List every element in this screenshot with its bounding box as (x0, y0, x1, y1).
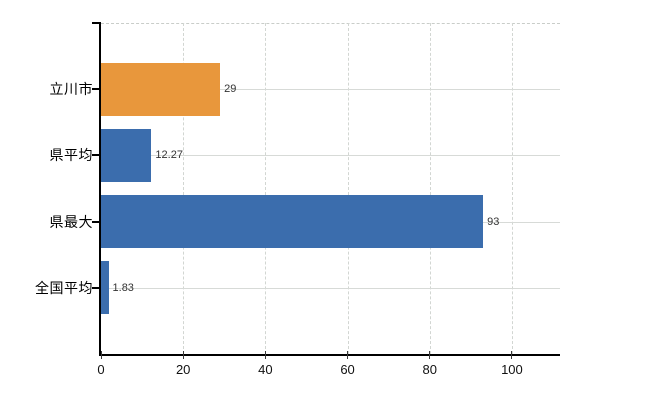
x-axis-tick (429, 351, 431, 359)
y-axis-line (99, 22, 101, 356)
bar (101, 62, 221, 116)
x-axis-tick-label: 20 (175, 362, 191, 377)
y-axis-top-tick (92, 22, 99, 24)
x-axis-tick (511, 351, 513, 359)
category-label: 立川市 (49, 81, 93, 98)
bar (101, 261, 109, 315)
x-axis-tick (264, 351, 266, 359)
bar (101, 128, 152, 182)
bar-value-label: 12.27 (155, 149, 183, 162)
gridline-vertical (429, 23, 431, 354)
x-axis-tick-label: 40 (258, 362, 273, 377)
x-axis-tick-label: 100 (501, 362, 523, 377)
gridline-vertical (183, 23, 185, 354)
x-axis-tick (182, 351, 184, 359)
x-axis-line (99, 354, 560, 356)
x-axis-tick-label: 80 (422, 362, 437, 377)
category-label: 県最大 (49, 213, 93, 230)
x-axis-tick-label: 60 (340, 362, 355, 377)
bar (101, 195, 484, 249)
gridline-horizontal (101, 155, 560, 157)
x-axis-tick-label: 0 (97, 362, 105, 377)
gridline-vertical (265, 23, 267, 354)
x-axis-tick (100, 351, 102, 359)
bar-value-label: 93 (487, 215, 500, 228)
category-label: 全国平均 (35, 279, 93, 296)
gridline-vertical (511, 23, 513, 354)
category-label: 県平均 (49, 147, 93, 164)
y-axis-tick (92, 88, 99, 91)
y-axis-tick (92, 220, 99, 223)
plot-top-border (101, 23, 560, 24)
y-axis-tick (92, 286, 99, 289)
gridline-vertical (347, 23, 349, 354)
bar-value-label: 29 (224, 83, 237, 96)
y-axis-tick (92, 154, 99, 157)
bar-value-label: 1.83 (112, 281, 134, 294)
plot-area: 29 12.27 93 1.83 (101, 23, 560, 354)
gridline-horizontal (101, 287, 560, 289)
x-axis-tick (347, 351, 349, 359)
gridline-horizontal (101, 89, 560, 91)
